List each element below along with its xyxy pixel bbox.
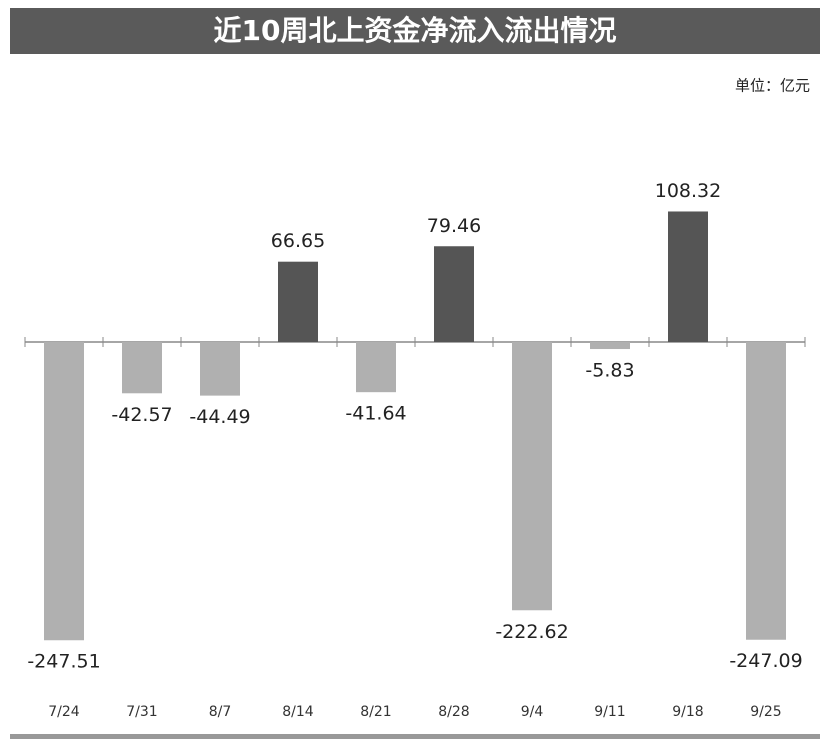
- x-tick-label: 7/31: [126, 704, 157, 720]
- x-tick-label: 8/7: [209, 704, 232, 720]
- value-label: -41.64: [345, 403, 406, 425]
- x-tick-label: 8/28: [438, 704, 469, 720]
- bar: [512, 342, 552, 611]
- x-tick-label: 9/11: [594, 704, 625, 720]
- value-label: 66.65: [271, 230, 325, 252]
- bottom-rule: [10, 734, 820, 739]
- x-tick-label: 9/18: [672, 704, 703, 720]
- bar: [122, 342, 162, 394]
- value-label: -247.51: [27, 651, 100, 673]
- bar: [200, 342, 240, 396]
- bar: [356, 342, 396, 393]
- bar: [590, 342, 630, 350]
- x-tick-label: 9/4: [521, 704, 544, 720]
- value-label: -222.62: [495, 621, 568, 643]
- x-tick-label: 8/21: [360, 704, 391, 720]
- bar: [278, 261, 318, 342]
- bar: [434, 246, 474, 342]
- bar: [746, 342, 786, 640]
- x-tick-label: 8/14: [282, 704, 314, 720]
- value-label: -42.57: [111, 404, 172, 426]
- bar: [668, 211, 708, 342]
- unit-label: 单位：亿元: [735, 77, 810, 95]
- title-bar: [10, 8, 820, 54]
- x-tick-label: 9/25: [750, 704, 781, 720]
- bar: [44, 342, 84, 641]
- value-label: -5.83: [585, 360, 634, 382]
- value-label: -44.49: [189, 406, 250, 428]
- value-label: -247.09: [729, 650, 802, 672]
- chart-title: 近10周北上资金净流入流出情况: [214, 14, 617, 47]
- value-label: 108.32: [655, 180, 721, 202]
- x-tick-label: 7/24: [48, 704, 80, 720]
- value-label: 79.46: [427, 215, 481, 237]
